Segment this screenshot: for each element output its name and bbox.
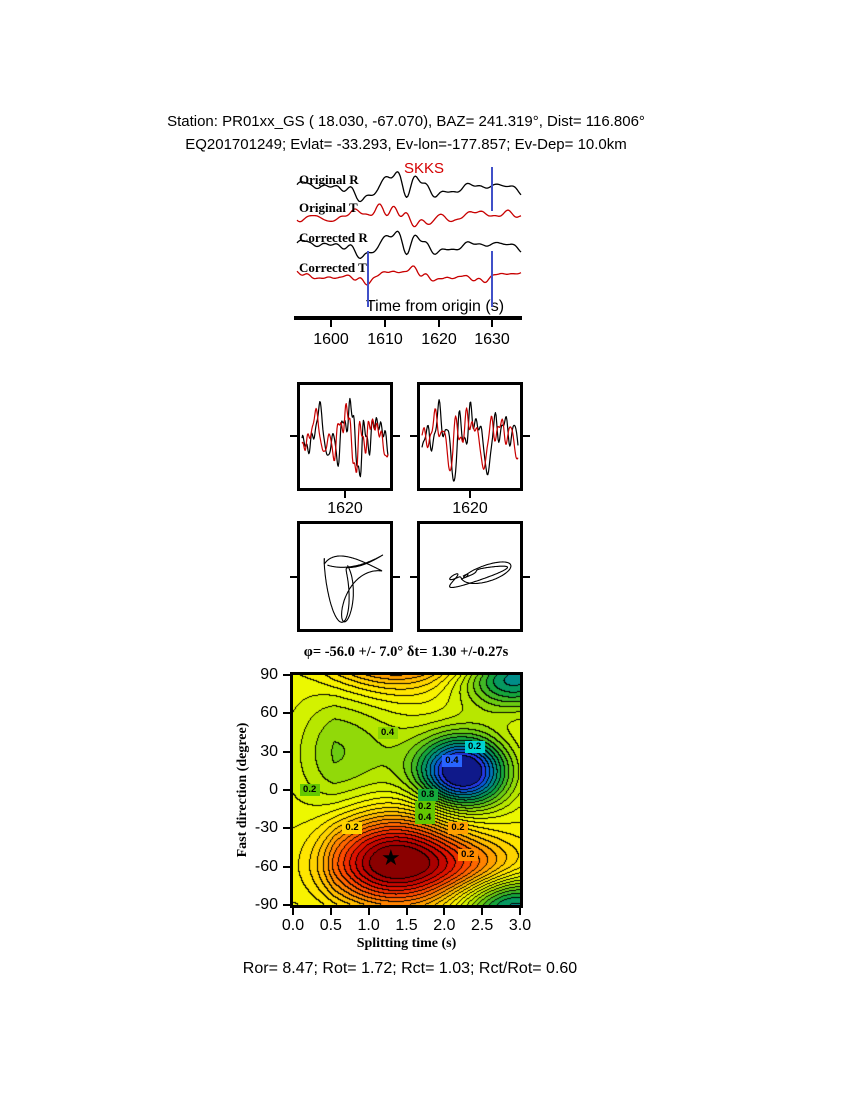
time-axis-line: [294, 316, 522, 320]
window-marker: [491, 167, 493, 211]
midline-tick: [393, 435, 400, 437]
contour-y-tick-label: 30: [260, 742, 278, 760]
contour-annotation: 0.4: [414, 812, 435, 825]
time-tick-label: 1620: [421, 331, 457, 348]
window-marker: [367, 251, 369, 307]
time-axis-label: Time from origin (s): [365, 298, 505, 315]
window-panel-tick: [344, 491, 346, 498]
trace-label: Original R: [299, 172, 359, 187]
midline-tick: [523, 435, 530, 437]
contour-annotation: 0.8: [417, 789, 438, 802]
station-info-header: Station: PR01xx_GS ( 18.030, -67.070), B…: [167, 113, 645, 130]
contour-x-tick-label: 2.0: [433, 917, 456, 934]
contour-x-tick: [481, 908, 484, 915]
time-tick-label: 1610: [367, 331, 403, 348]
event-info-header: EQ201701249; Evlat= -33.293, Ev-lon=-177…: [185, 136, 627, 153]
contour-x-tick-label: 1.5: [395, 917, 418, 934]
contour-x-tick: [329, 908, 332, 915]
midline-tick: [290, 576, 297, 578]
time-axis-tick: [384, 320, 386, 327]
time-tick-label: 1630: [474, 331, 510, 348]
time-axis-tick: [491, 320, 493, 327]
window-tick-label: 1620: [452, 500, 488, 517]
contour-annotation: 0.4: [441, 754, 462, 767]
original-particle-motion-panel: [297, 521, 393, 632]
best-solution-star-icon: ★: [381, 845, 401, 870]
corrected-window-panel: [417, 382, 523, 491]
corrected-particle-motion-panel: [417, 521, 523, 632]
contour-y-tick-label: 60: [260, 704, 278, 722]
contour-y-tick-label: 0: [269, 781, 278, 798]
contour-annotation: 0.2: [342, 822, 363, 835]
midline-tick: [410, 435, 417, 437]
contour-x-tick-label: 0.0: [281, 917, 305, 934]
contour-y-tick: [283, 674, 290, 676]
contour-x-tick-label: 2.5: [471, 917, 494, 934]
window-marker: [491, 251, 493, 307]
corrected-particle-motion-curve: [449, 561, 512, 589]
waveform-traces-plot: [296, 171, 522, 286]
contour-y-tick-label: 90: [260, 666, 278, 683]
contour-x-tick-label: 1.0: [357, 917, 380, 934]
corrected-window-waveforms: [421, 399, 519, 482]
original-window-panel: [297, 382, 393, 491]
contour-annotation: 0.2: [464, 740, 485, 753]
midline-tick: [410, 576, 417, 578]
contour-annotation: 0.2: [447, 822, 468, 835]
window-tick-label: 1620: [327, 500, 363, 517]
contour-y-tick-label: -60: [254, 857, 278, 875]
contour-x-tick: [405, 908, 408, 915]
contour-annotation: 0.2: [414, 800, 435, 813]
midline-tick: [393, 576, 400, 578]
contour-annotation: 0.2: [299, 784, 320, 796]
contour-x-tick: [292, 908, 294, 915]
time-tick-label: 1600: [313, 331, 349, 348]
window-panel-tick: [469, 491, 471, 498]
phase-label: SKKS: [404, 160, 445, 177]
original-particle-motion-curve: [323, 554, 384, 623]
trace-label: Original T: [299, 200, 358, 215]
best-solution-title: φ= -56.0 +/- 7.0° δt= 1.30 +/-0.27s: [303, 644, 509, 660]
contour-y-tick: [283, 750, 290, 753]
time-axis-tick: [330, 320, 332, 327]
contour-x-tick: [519, 908, 521, 915]
quality-metrics-text: Ror= 8.47; Rot= 1.72; Rct= 1.03; Rct/Rot…: [242, 960, 578, 977]
contour-x-tick: [367, 908, 370, 915]
contour-x-tick-label: 0.5: [319, 917, 342, 934]
contour-annotation: 0.4: [377, 726, 398, 739]
x-axis-label: Splitting time (s): [356, 936, 457, 951]
contour-y-tick: [283, 789, 290, 791]
contour-y-tick: [283, 712, 290, 715]
trace-label: Corrected R: [299, 230, 368, 245]
original-window-waveforms: [301, 397, 389, 478]
trace-label: Corrected T: [299, 260, 367, 275]
midline-tick: [290, 435, 297, 437]
time-axis-tick: [438, 320, 440, 327]
contour-x-tick: [443, 908, 446, 915]
contour-x-tick-label: 3.0: [508, 917, 532, 934]
contour-y-tick: [283, 904, 290, 906]
error-surface-plot: ★: [290, 672, 523, 908]
contour-y-tick: [283, 827, 290, 830]
midline-tick: [523, 576, 530, 578]
contour-y-tick: [283, 865, 290, 868]
contour-annotation: 0.2: [457, 849, 478, 862]
contour-y-tick-label: -30: [254, 819, 278, 837]
error-surface-canvas: [293, 675, 520, 905]
contour-y-tick-label: -90: [254, 896, 278, 913]
